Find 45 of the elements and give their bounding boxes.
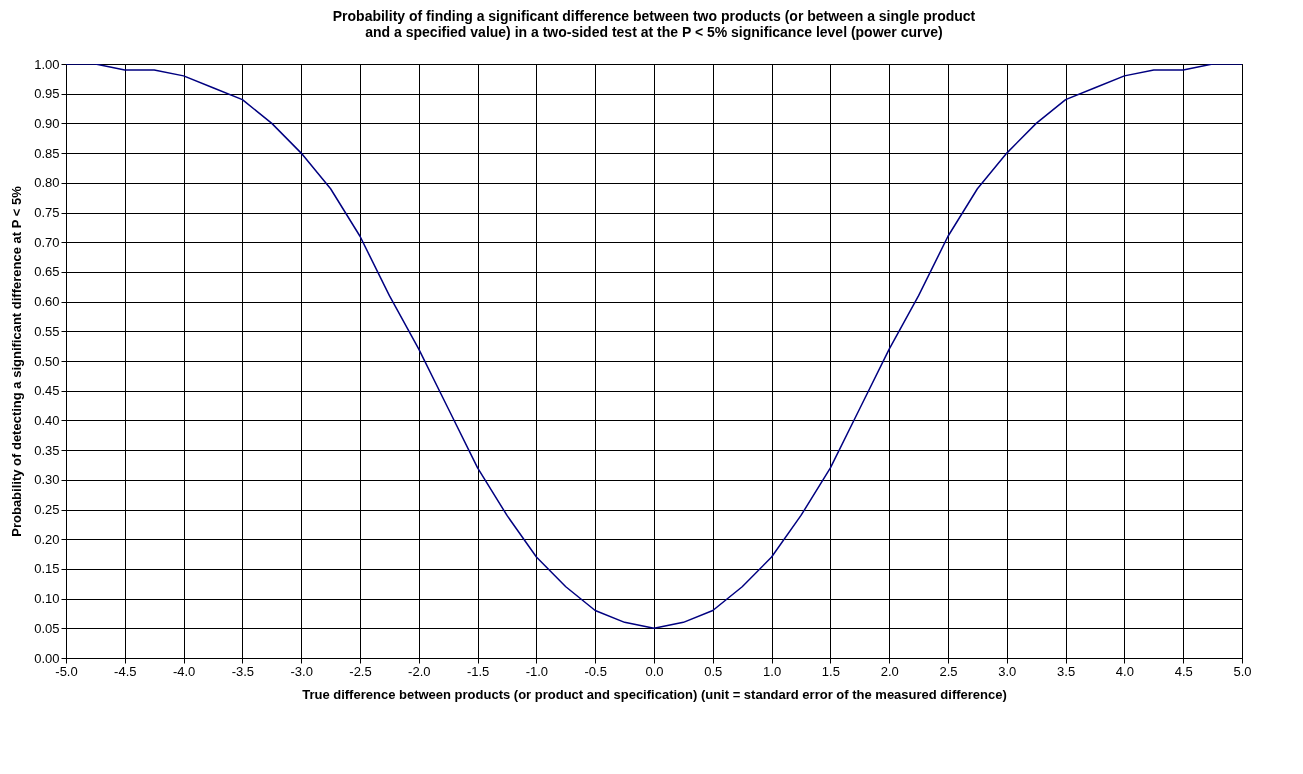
x-tick-label: 0.5 (704, 663, 723, 679)
y-tick-label: 0.85 (34, 145, 60, 161)
y-tick-label: 0.55 (34, 323, 60, 339)
x-tick-label: 4.0 (1115, 663, 1134, 679)
y-tick-label: 0.00 (34, 650, 60, 666)
x-tick-label: -5.0 (55, 663, 78, 679)
y-tick-label: 0.20 (34, 531, 60, 547)
y-tick-label: 0.30 (34, 472, 60, 488)
x-tick-label: -3.5 (231, 663, 255, 679)
y-tick-label: 0.05 (34, 620, 60, 636)
y-tick-label: 0.75 (34, 205, 60, 220)
x-tick-label: 0.0 (645, 663, 664, 679)
x-tick-label: 3.0 (998, 663, 1017, 679)
y-tick-label: 0.95 (34, 86, 60, 102)
x-tick-label: 5.0 (1233, 663, 1252, 679)
chart-title: Probability of finding a significant difference between two products (or between a single product and a specified value) in a two-sided test at the P < 5% significance level (power curve) (332, 8, 976, 40)
x-tick-label: -4.5 (114, 663, 137, 679)
x-tick-label: 3.5 (1057, 663, 1076, 679)
y-tick-label: 1.00 (34, 56, 60, 72)
y-tick-label: 0.90 (34, 115, 60, 131)
x-tick-label: 1.0 (763, 663, 782, 679)
y-tick-label: 0.10 (34, 591, 60, 607)
x-tick-label: -4.0 (172, 663, 196, 679)
x-tick-label: 2.0 (880, 663, 899, 679)
y-tick-label: 0.65 (34, 264, 60, 280)
y-axis-title: Probability of detecting a significant difference at P < 5% (9, 185, 25, 537)
x-tick-label: -1.0 (525, 663, 549, 679)
x-tick-label: -3.0 (290, 663, 313, 679)
x-tick-label: 2.5 (939, 663, 958, 679)
y-tick-label: 0.80 (34, 175, 60, 191)
y-tick-label: 0.25 (34, 502, 60, 517)
y-tick-label: 0.60 (34, 294, 60, 310)
x-tick-label: -2.5 (349, 663, 372, 679)
y-tick-label: 0.45 (34, 383, 60, 399)
x-tick-label: 4.5 (1174, 663, 1193, 679)
x-tick-label: 1.5 (821, 663, 840, 679)
x-tick-label: -0.5 (584, 663, 607, 679)
y-tick-label: 0.50 (34, 353, 60, 369)
y-tick-label: 0.40 (34, 412, 60, 428)
y-tick-label: 0.70 (34, 234, 60, 250)
x-tick-label: -1.5 (466, 663, 490, 679)
x-tick-label: -2.0 (408, 663, 431, 679)
x-axis-title: True difference between products (or product and specification) (unit = standard error of the measured difference) (302, 686, 1007, 702)
y-tick-label: 0.35 (34, 442, 60, 458)
y-tick-label: 0.15 (34, 561, 60, 577)
